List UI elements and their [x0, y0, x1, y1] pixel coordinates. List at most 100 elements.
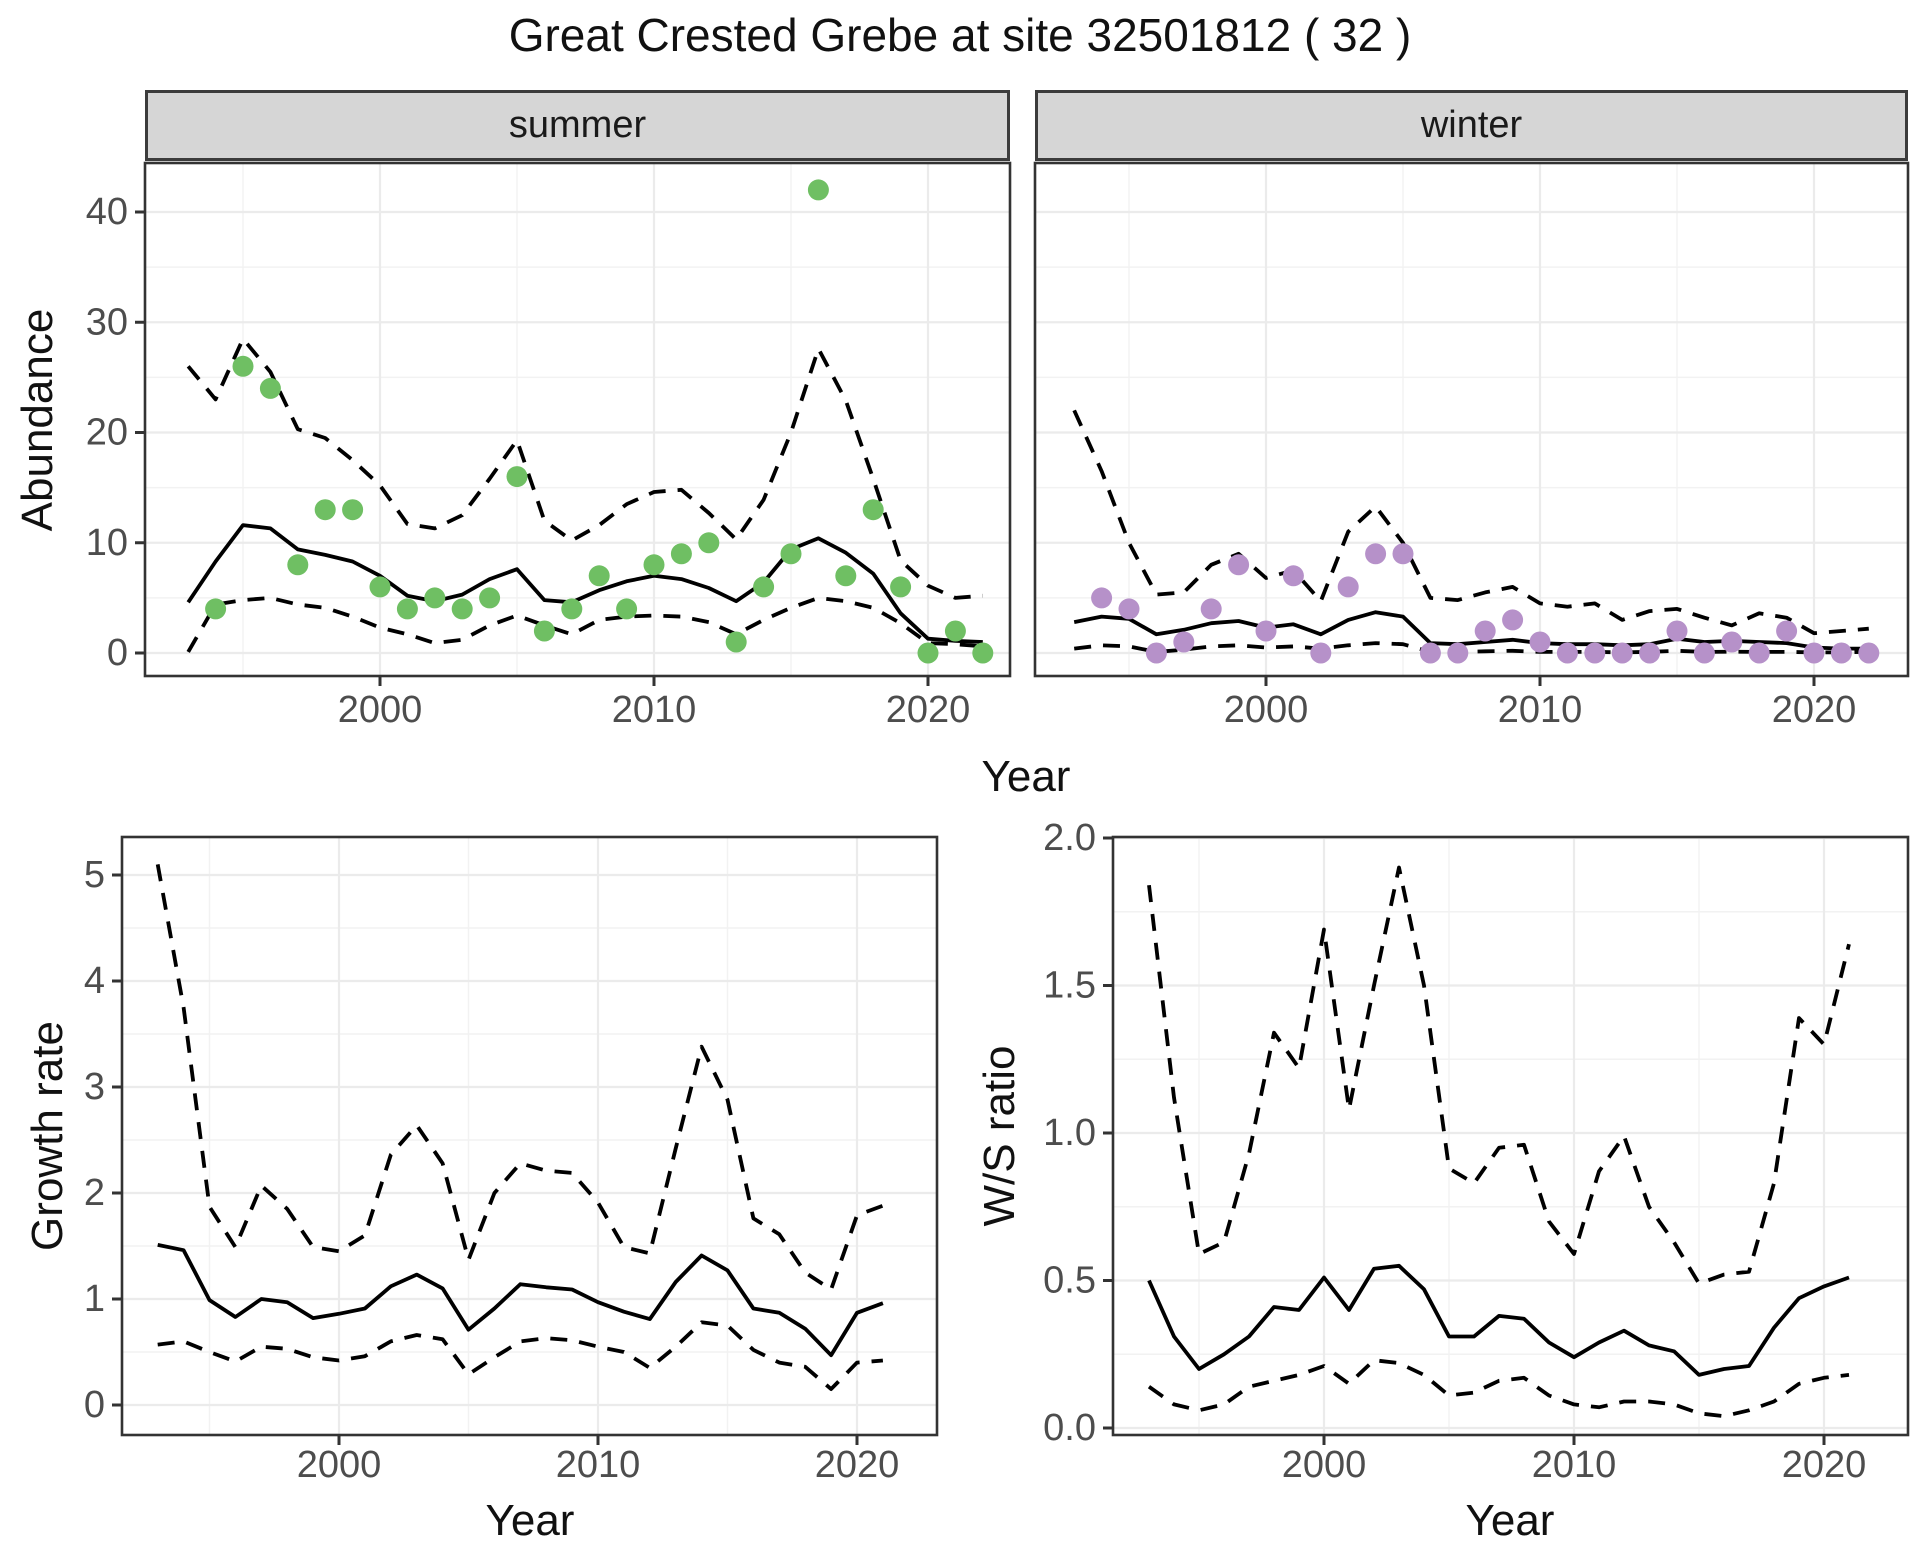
- data-point: [780, 543, 802, 565]
- axis-ticks: 2000 2010 2020 0 1 2 3 4 5: [84, 854, 899, 1486]
- data-point: [1200, 598, 1222, 620]
- data-point: [1556, 642, 1578, 664]
- lower-ci-line: [186, 596, 983, 653]
- data-point: [698, 532, 720, 554]
- data-point: [1611, 642, 1633, 664]
- data-layer: [1147, 865, 1851, 1419]
- axis-ticks: 2000 2010 2020: [1224, 676, 1857, 731]
- data-point: [1474, 620, 1496, 642]
- x-tick-label: 2020: [1772, 689, 1857, 731]
- data-point: [561, 598, 583, 620]
- x-tick-label: 2010: [1498, 689, 1583, 731]
- data-point: [807, 179, 829, 201]
- data-point: [342, 499, 364, 521]
- facet-strip-summer: summer: [145, 90, 1010, 161]
- data-point: [479, 587, 501, 609]
- data-point: [1830, 642, 1852, 664]
- lower-ci-line: [157, 1320, 884, 1391]
- panel-border: [143, 161, 1012, 678]
- data-point: [259, 377, 281, 399]
- data-point: [890, 576, 912, 598]
- data-point: [1228, 554, 1250, 576]
- data-point: [396, 598, 418, 620]
- data-point: [616, 598, 638, 620]
- gridlines: [122, 837, 937, 1435]
- y-axis-title-growth-rate: Growth rate: [23, 1021, 72, 1251]
- panel-summer: 2000 2010 2020 0 10 20 30 40: [86, 161, 1012, 731]
- fit-line: [186, 523, 983, 644]
- data-point: [369, 576, 391, 598]
- x-axis-title-ws-ratio: Year: [1465, 1496, 1555, 1545]
- y-tick-label: 2.0: [1043, 817, 1096, 859]
- axis-ticks: 2000 2010 2020 0 10 20 30 40: [86, 191, 971, 731]
- y-tick-label: 0: [107, 632, 128, 674]
- data-layer: [155, 864, 884, 1391]
- panel-winter: 2000 2010 2020: [1033, 161, 1910, 731]
- x-tick-label: 2000: [1224, 689, 1309, 731]
- data-point: [1693, 642, 1715, 664]
- data-point: [1365, 543, 1387, 565]
- data-point: [862, 499, 884, 521]
- y-axis-title-abundance: Abundance: [13, 308, 62, 532]
- data-point: [1666, 620, 1688, 642]
- upper-ci-line: [1147, 865, 1851, 1286]
- x-tick-label: 2020: [1782, 1444, 1867, 1486]
- y-tick-label: 5: [84, 854, 105, 896]
- gridlines: [1113, 836, 1908, 1435]
- data-point: [753, 576, 775, 598]
- data-point: [1337, 576, 1359, 598]
- axis-ticks: 2000 2010 2020 0.0 0.5 1.0 1.5 2.0: [1043, 817, 1866, 1486]
- x-axis-title-top: Year: [981, 752, 1071, 801]
- data-point: [1392, 543, 1414, 565]
- y-tick-label: 1.5: [1043, 965, 1096, 1007]
- data-point: [205, 598, 227, 620]
- y-tick-label: 10: [86, 522, 128, 564]
- fit-line: [157, 1243, 884, 1358]
- data-point: [1145, 642, 1167, 664]
- data-point: [1502, 609, 1524, 631]
- y-tick-label: 40: [86, 191, 128, 233]
- y-tick-label: 0.0: [1043, 1407, 1096, 1449]
- data-point: [1310, 642, 1332, 664]
- data-point: [670, 543, 692, 565]
- data-point: [1529, 631, 1551, 653]
- data-point: [944, 620, 966, 642]
- panel-border: [1111, 835, 1910, 1437]
- data-point: [1091, 587, 1113, 609]
- x-tick-label: 2020: [886, 689, 971, 731]
- x-tick-label: 2020: [815, 1444, 900, 1486]
- y-tick-label: 3: [84, 1066, 105, 1108]
- data-point: [1721, 631, 1743, 653]
- data-point: [588, 565, 610, 587]
- y-tick-label: 4: [84, 960, 105, 1002]
- upper-ci-line: [155, 864, 884, 1292]
- data-point: [1748, 642, 1770, 664]
- data-point: [725, 631, 747, 653]
- data-point: [232, 355, 254, 377]
- panel-growth: 2000 2010 2020 0 1 2 3 4 5: [84, 835, 939, 1486]
- facet-strip-label: summer: [508, 104, 647, 146]
- data-point: [1447, 642, 1469, 664]
- data-point: [1858, 642, 1880, 664]
- data-point: [1118, 598, 1140, 620]
- data-point: [1419, 642, 1441, 664]
- data-point: [1639, 642, 1661, 664]
- data-point: [1255, 620, 1277, 642]
- y-tick-label: 30: [86, 301, 128, 343]
- data-point: [643, 554, 665, 576]
- y-tick-label: 0.5: [1043, 1260, 1096, 1302]
- y-tick-label: 0: [84, 1384, 105, 1426]
- panel-ws: 2000 2010 2020 0.0 0.5 1.0 1.5 2.0: [1043, 817, 1910, 1486]
- x-tick-label: 2000: [1282, 1444, 1367, 1486]
- y-tick-label: 1.0: [1043, 1112, 1096, 1154]
- y-tick-label: 20: [86, 412, 128, 454]
- data-point: [972, 642, 994, 664]
- data-point: [1584, 642, 1606, 664]
- data-point: [506, 466, 528, 488]
- x-tick-label: 2000: [297, 1444, 382, 1486]
- data-point: [451, 598, 473, 620]
- data-point: [1173, 631, 1195, 653]
- data-point: [917, 642, 939, 664]
